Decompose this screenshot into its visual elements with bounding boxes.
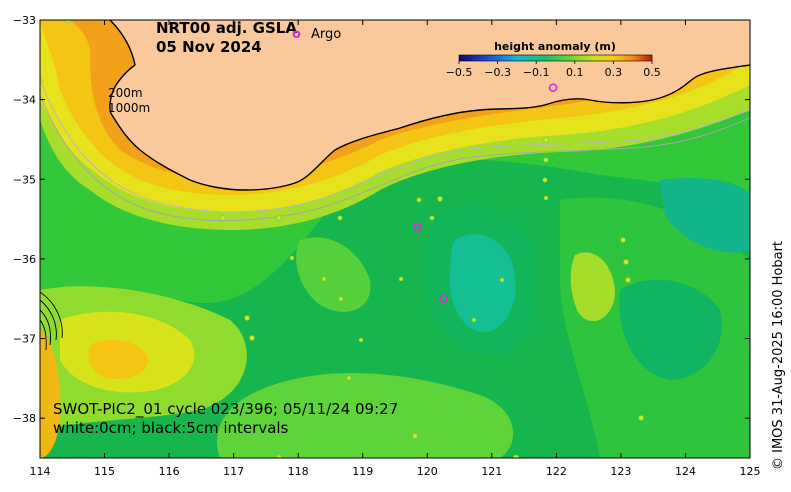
x-tick-label: 117: [223, 465, 244, 478]
argo-float-marker: [413, 222, 422, 232]
swot-info-line2: white:0cm; black:5cm intervals: [53, 419, 289, 437]
land-australia: [109, 20, 750, 190]
anomaly-region-teal-deep: [660, 178, 750, 253]
colorbar-title: height anomaly (m): [494, 40, 616, 53]
western-warm-eddy-core: [88, 339, 149, 380]
colorbar-tick-label: 0.1: [566, 66, 584, 79]
x-tick-label: 121: [481, 465, 502, 478]
colorbar-tick-label: 0.5: [643, 66, 661, 79]
y-tick-label: −37: [13, 333, 36, 346]
anomaly-region-light-green-mid: [296, 237, 371, 312]
y-tick-label: −35: [13, 173, 36, 186]
plot-frame: [39, 19, 751, 459]
argo-float-marker: [548, 83, 558, 92]
copyright-credit: © IMOS 31-Aug-2025 16:00 Hobart: [771, 240, 786, 470]
isobath-200m: [40, 79, 750, 213]
x-tick-label: 122: [546, 465, 567, 478]
map-title-line2: 05 Nov 2024: [156, 38, 262, 56]
isobath-1000m: [40, 94, 750, 222]
anomaly-region-teal-east: [619, 279, 722, 380]
colorbar-tick-label: −0.1: [523, 66, 550, 79]
x-tick-label: 118: [288, 465, 309, 478]
anomaly-region-light-green-south: [216, 373, 514, 458]
x-tick-label: 125: [740, 465, 761, 478]
x-tick-label: 116: [159, 465, 180, 478]
y-tick-label: −34: [13, 94, 36, 107]
y-tick-label: −38: [13, 412, 36, 425]
western-edge-warm: [40, 330, 61, 458]
y-tick-label: −33: [13, 14, 36, 27]
argo-float-marker: [439, 294, 448, 304]
anomaly-region-yellowgreen-east: [570, 252, 615, 322]
colorbar-ticks: −0.5 −0.3 −0.1 0.1 0.3 0.5: [446, 61, 661, 79]
colorbar-tick-label: −0.3: [484, 66, 511, 79]
y-axis: −33 −34 −35 −36 −37 −38: [13, 14, 750, 425]
argo-legend-symbol: o: [292, 27, 301, 42]
plot-area: [40, 20, 750, 458]
colorbar-tick-label: 0.3: [605, 66, 623, 79]
x-tick-label: 115: [94, 465, 115, 478]
x-tick-label: 120: [417, 465, 438, 478]
drifter-markers: [40, 20, 644, 458]
map-title-line1: NRT00 adj. GSLA: [156, 19, 297, 37]
eddy-inner: [449, 234, 516, 333]
x-tick-label: 124: [675, 465, 696, 478]
x-tick-label: 119: [352, 465, 373, 478]
depth-label-200m: 200m: [108, 86, 143, 100]
depth-label-1000m: 1000m: [108, 101, 150, 115]
argo-legend-label: Argo: [311, 27, 341, 42]
colorbar: [458, 54, 653, 62]
x-tick-label: 123: [610, 465, 631, 478]
colorbar-tick-label: −0.5: [446, 66, 473, 79]
argo-floats: [413, 83, 558, 304]
y-tick-label: −36: [13, 253, 36, 266]
swot-info-line1: SWOT-PIC2_01 cycle 023/396; 05/11/24 09:…: [53, 400, 398, 419]
x-tick-label: 114: [30, 465, 51, 478]
coastline: [109, 20, 750, 191]
swot-contours-west: [40, 291, 63, 351]
x-axis: 114 115 116 117 118 119 120 121 122 123 124 125: [30, 20, 761, 478]
